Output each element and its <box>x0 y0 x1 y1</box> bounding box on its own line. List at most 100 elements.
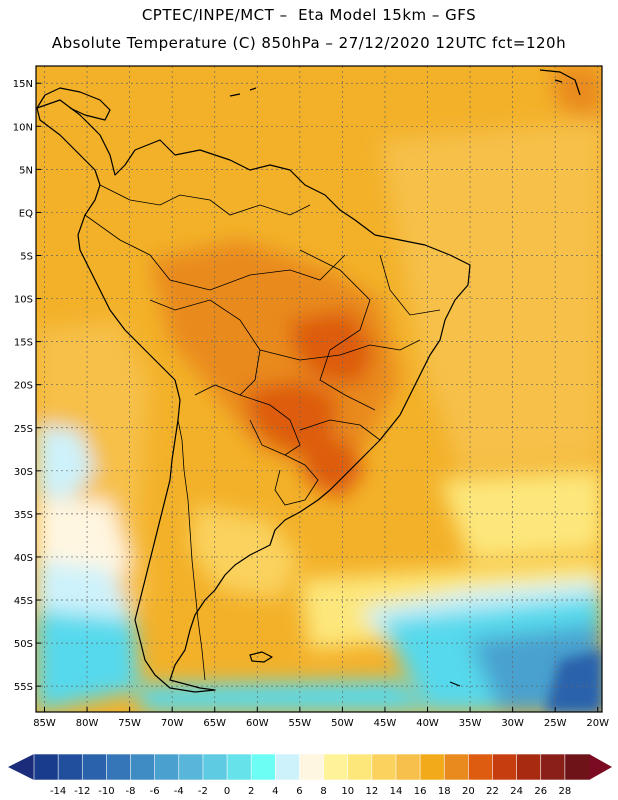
coastlines <box>36 69 581 693</box>
colorbar-label: -8 <box>126 786 136 797</box>
colorbar-cell <box>178 753 204 781</box>
lon-label: 50W <box>331 718 354 729</box>
lat-label: EQ <box>19 208 33 219</box>
colorbar-cell <box>516 753 542 781</box>
colorbar: -14 -12 -10 -8 -6 -4 -2 0 2 4 6 8 10 12 14 16 18 20 22 24 26… <box>8 753 612 797</box>
colorbar-label: 16 <box>414 786 427 797</box>
lat-label: 10N <box>13 122 33 133</box>
colorbar-cell <box>492 753 518 781</box>
colorbar-label: 0 <box>224 786 230 797</box>
axis-ticks <box>36 82 599 712</box>
colorbar-cell <box>564 753 590 781</box>
colorbar-labels: -14 -12 -10 -8 -6 -4 -2 0 2 4 6 8 10 12 14 16 18 20 22 24 26… <box>50 786 571 797</box>
temperature-field <box>36 66 602 712</box>
south-georgia <box>449 681 461 687</box>
colorbar-label: 22 <box>486 786 499 797</box>
country-borders <box>84 184 441 681</box>
colorbar-label: 26 <box>534 786 547 797</box>
lat-label: 35S <box>14 510 33 521</box>
field-hot-core-south <box>245 380 340 455</box>
lat-label: 25S <box>14 424 33 435</box>
colorbar-underflow-arrow <box>8 754 34 780</box>
field-cool-patagonia <box>190 505 300 600</box>
field-deep-blue-corner <box>545 650 602 712</box>
colorbar-cell <box>468 753 494 781</box>
lon-label: 80W <box>76 718 99 729</box>
lon-label: 75W <box>118 718 141 729</box>
lat-label: 55S <box>14 682 33 693</box>
colorbar-label: 18 <box>438 786 451 797</box>
colorbar-label: 6 <box>296 786 302 797</box>
graticule <box>36 66 602 712</box>
colorbar-cell <box>371 753 397 781</box>
colorbar-cell <box>419 753 445 781</box>
colorbar-cell <box>347 753 373 781</box>
colorbar-label: -10 <box>98 786 114 797</box>
lon-label: 25W <box>544 718 567 729</box>
field-cyan-drake <box>140 680 430 712</box>
border-andes <box>177 419 206 681</box>
colorbar-label: 24 <box>510 786 523 797</box>
colorbar-label: 4 <box>272 786 278 797</box>
lat-label: 40S <box>14 553 33 564</box>
field-pale-blue-pacific <box>36 425 95 500</box>
colorbar-label: 28 <box>559 786 572 797</box>
colorbar-cell <box>540 753 566 781</box>
lon-label: 85W <box>33 718 56 729</box>
colorbar-cell <box>226 753 252 781</box>
colorbar-overflow-arrow <box>589 754 612 780</box>
colorbar-label: 12 <box>365 786 378 797</box>
colorbar-label: 2 <box>248 786 254 797</box>
colorbar-label: 20 <box>462 786 475 797</box>
lon-label: 30W <box>501 718 524 729</box>
lat-label: 20S <box>14 381 33 392</box>
field-light-lowlat-atlantic <box>440 470 602 560</box>
lon-label: 65W <box>203 718 226 729</box>
lon-label: 40W <box>416 718 439 729</box>
colorbar-label: -4 <box>174 786 184 797</box>
lat-label: 45S <box>14 596 33 607</box>
colorbar-cell <box>299 753 325 781</box>
colorbar-cell <box>275 753 301 781</box>
border-amazon <box>84 214 346 291</box>
colorbar-label: 14 <box>390 786 403 797</box>
colorbar-cell <box>323 753 349 781</box>
field-hot-core-north <box>290 310 375 385</box>
lat-label: 5S <box>20 251 33 262</box>
colorbar-cell <box>130 753 156 781</box>
lon-label: 55W <box>289 718 312 729</box>
chart-title-line2: Absolute Temperature (C) 850hPa – 27/12/… <box>51 34 567 52</box>
caribbean-islands <box>229 69 581 97</box>
longitude-labels: 85W 80W 75W 70W 65W 60W 55W 50W 45W 40W 35W 30W 25W 2… <box>33 718 609 729</box>
lat-label: 30S <box>14 467 33 478</box>
colorbar-label: -14 <box>50 786 66 797</box>
map-frame <box>35 65 603 713</box>
border-uruguay <box>274 454 319 506</box>
lat-label: 10S <box>14 295 33 306</box>
colorbar-label: 10 <box>341 786 354 797</box>
lat-label: 15S <box>14 338 33 349</box>
border-brazil-states <box>259 249 441 441</box>
colorbar-cell <box>250 753 277 781</box>
colorbar-cells <box>33 753 590 781</box>
colorbar-cell <box>81 753 108 781</box>
field-warm-north <box>550 66 602 120</box>
lon-label: 70W <box>161 718 184 729</box>
chart-title-line1: CPTEC/INPE/MCT – Eta Model 15km – GFS <box>141 6 477 24</box>
lat-label: 15N <box>13 79 33 90</box>
lat-label: 5N <box>19 165 33 176</box>
border-paraguay <box>239 394 301 456</box>
colorbar-cell <box>395 753 421 781</box>
latitude-labels: 15N 10N 5N EQ 5S 10S 15S 20S 25S 30S 35S 40S 45S 50S 5… <box>13 79 33 693</box>
colorbar-cell <box>106 753 132 781</box>
lon-label: 45W <box>374 718 397 729</box>
lat-label: 50S <box>14 639 33 650</box>
field-warm-interior <box>150 240 400 470</box>
colorbar-label: -2 <box>198 786 208 797</box>
field-hot-core-southeast <box>300 440 365 500</box>
lon-label: 60W <box>246 718 269 729</box>
colorbar-cell <box>154 753 180 781</box>
central-america-coastline <box>36 87 111 121</box>
lon-label: 35W <box>459 718 482 729</box>
